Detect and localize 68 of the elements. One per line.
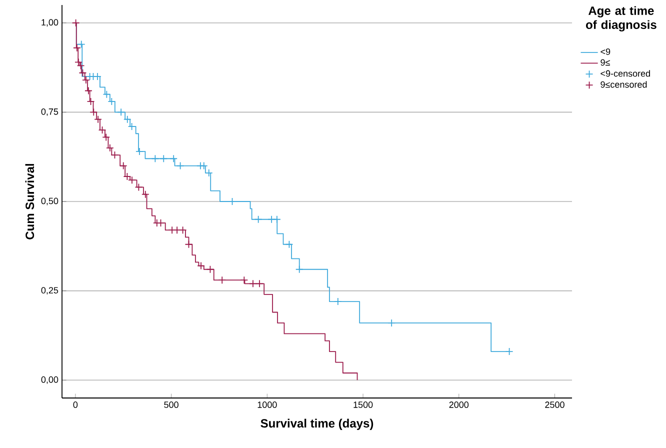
point: [98, 126, 106, 134]
point: [86, 98, 95, 106]
x-tick-label: 2000: [449, 402, 469, 408]
x-tick-label: 500: [164, 402, 178, 408]
point: [141, 190, 150, 198]
point: [285, 240, 294, 248]
point: [200, 162, 208, 170]
point: [295, 265, 304, 274]
x-tick-label: 2500: [545, 402, 564, 408]
point: [151, 154, 160, 163]
point: [156, 218, 165, 227]
x-axis-title: Survival time (days): [260, 418, 374, 430]
point: [123, 115, 132, 124]
point: [78, 68, 87, 77]
legend-label: 9≤censored: [600, 81, 647, 88]
point: [170, 154, 178, 163]
y-tick-label: 1,00: [42, 19, 58, 27]
point: [334, 298, 342, 306]
point: [102, 90, 111, 98]
y-tick-label: 0,75: [41, 108, 58, 116]
point: [84, 86, 92, 95]
point: [74, 58, 82, 66]
point: [176, 162, 184, 170]
x-tick-label: 0: [73, 402, 78, 408]
point: [73, 44, 81, 52]
legend-label: <9: [600, 48, 610, 55]
point: [254, 215, 262, 224]
point: [110, 151, 119, 160]
point: [206, 265, 214, 274]
point: [77, 40, 86, 48]
point: [94, 72, 102, 80]
point: [204, 168, 213, 177]
point: [505, 348, 514, 356]
legend-label: 9≤: [600, 59, 610, 66]
point: [134, 183, 143, 192]
point: [184, 240, 193, 248]
point: [128, 122, 136, 130]
point: [136, 148, 144, 156]
y-axis-title: Cum Survival: [25, 164, 34, 240]
point: [388, 319, 396, 327]
legend-label: <9-censored: [600, 70, 650, 77]
point: [256, 280, 264, 288]
y-tick-label: 0,50: [41, 198, 58, 206]
point: [108, 98, 116, 106]
point: [218, 276, 226, 284]
point: [178, 226, 187, 234]
y-tick-label: 0,00: [41, 376, 58, 384]
point: [249, 280, 257, 288]
point: [168, 226, 176, 234]
point: [117, 108, 126, 116]
point: [72, 18, 80, 27]
point: [240, 276, 248, 284]
point: [106, 144, 114, 152]
point: [82, 76, 90, 84]
point: [197, 262, 205, 270]
point: [272, 215, 281, 224]
point: [173, 226, 181, 234]
x-tick-label: 1000: [258, 402, 277, 408]
x-tick-label: 1500: [354, 402, 373, 408]
point: [268, 215, 276, 224]
point: [119, 162, 128, 170]
point: [102, 133, 110, 142]
point: [90, 108, 98, 116]
y-tick-label: 0,25: [41, 287, 58, 295]
point: [76, 62, 85, 70]
legend-title: Age at time of diagnosis: [586, 6, 656, 32]
point: [160, 154, 168, 163]
point: [94, 115, 102, 124]
